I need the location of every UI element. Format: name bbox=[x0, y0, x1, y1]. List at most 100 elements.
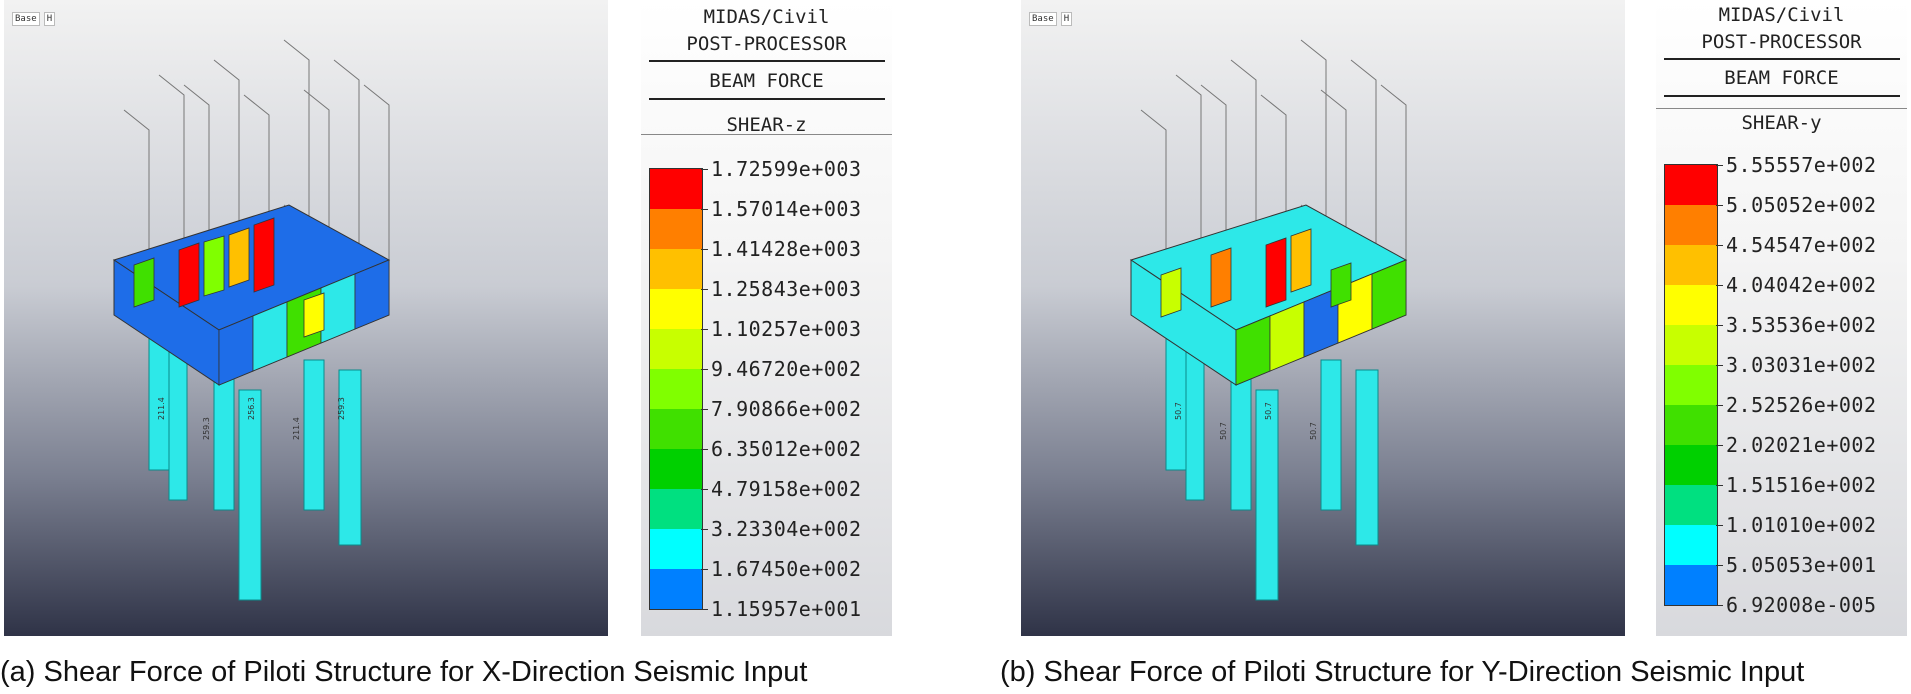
legend-tick bbox=[701, 489, 708, 490]
structure-model-b: 50.7 50.7 50.7 50.7 bbox=[1129, 39, 1408, 601]
member-label: 50.7 bbox=[1309, 422, 1318, 440]
legend-divider bbox=[1664, 58, 1900, 60]
pilot-column bbox=[1165, 329, 1187, 471]
legend-panel-b: MIDAS/Civil POST-PROCESSOR BEAM FORCE SH… bbox=[1656, 0, 1907, 636]
legend-tick bbox=[701, 369, 708, 370]
interior-wall bbox=[1330, 262, 1352, 308]
legend-tick bbox=[1716, 445, 1723, 446]
color-swatch bbox=[1665, 285, 1717, 325]
wall-wireframe bbox=[1350, 59, 1377, 252]
base-view-icon[interactable]: Base bbox=[12, 12, 40, 26]
interior-wall bbox=[203, 235, 225, 297]
legend-tick bbox=[701, 249, 708, 250]
color-swatch bbox=[1665, 445, 1717, 485]
panel-b: Base H 50.7 50.7 50.7 50.7 MIDAS/Civil POST… bbox=[1000, 0, 1911, 694]
hide-view-icon[interactable]: H bbox=[1060, 12, 1073, 26]
legend-level-value: 1.25843e+003 bbox=[711, 277, 862, 301]
legend-component: SHEAR-z bbox=[726, 114, 807, 136]
legend-panel-a: MIDAS/Civil POST-PROCESSOR BEAM FORCE SH… bbox=[641, 0, 892, 636]
color-swatch bbox=[650, 489, 702, 529]
legend-result-type: BEAM FORCE bbox=[1724, 67, 1839, 89]
legend-tick bbox=[1716, 365, 1723, 366]
legend-title-line1: MIDAS/Civil bbox=[703, 6, 830, 28]
model-viewport-a[interactable]: Base H 211.4 259.3 256.3 211.4 259.3 bbox=[4, 0, 608, 636]
view-toolbar-b[interactable]: Base H bbox=[1029, 12, 1073, 26]
color-swatch bbox=[650, 289, 702, 329]
legend-divider bbox=[1656, 108, 1907, 109]
color-swatch bbox=[650, 449, 702, 489]
interior-wall bbox=[1210, 247, 1232, 308]
legend-divider bbox=[1664, 95, 1900, 97]
legend-level-value: 7.90866e+002 bbox=[711, 397, 862, 421]
legend-tick bbox=[701, 209, 708, 210]
legend-title-line2: POST-PROCESSOR bbox=[686, 33, 847, 55]
legend-level-value: 3.23304e+002 bbox=[711, 517, 862, 541]
pilot-column bbox=[168, 349, 188, 501]
legend-level-value: 5.55557e+002 bbox=[1726, 153, 1877, 177]
legend-tick bbox=[701, 529, 708, 530]
pilot-column bbox=[1185, 349, 1205, 501]
legend-divider bbox=[649, 60, 885, 62]
legend-level-value: 1.67450e+002 bbox=[711, 557, 862, 581]
wall-wireframe bbox=[1300, 39, 1327, 227]
color-swatch bbox=[650, 529, 702, 569]
color-swatch bbox=[650, 249, 702, 289]
interior-wall bbox=[228, 227, 250, 288]
legend-tick bbox=[1716, 485, 1723, 486]
color-swatch bbox=[1665, 365, 1717, 405]
interior-wall bbox=[1290, 228, 1312, 293]
legend-tick bbox=[701, 289, 708, 290]
member-label: 50.7 bbox=[1219, 422, 1228, 440]
legend-level-value: 1.57014e+003 bbox=[711, 197, 862, 221]
color-swatch bbox=[650, 409, 702, 449]
base-view-icon[interactable]: Base bbox=[1029, 12, 1057, 26]
interior-wall bbox=[303, 292, 325, 338]
interior-wall bbox=[253, 217, 275, 293]
legend-level-value: 1.41428e+003 bbox=[711, 237, 862, 261]
model-viewport-b[interactable]: Base H 50.7 50.7 50.7 50.7 bbox=[1021, 0, 1625, 636]
pilot-column bbox=[238, 389, 262, 601]
member-label: 259.3 bbox=[337, 397, 346, 420]
panel-a: Base H 211.4 259.3 256.3 211.4 259.3 MIDAS/C… bbox=[0, 0, 900, 694]
legend-tick bbox=[1716, 205, 1723, 206]
legend-tick bbox=[1716, 525, 1723, 526]
member-label: 259.3 bbox=[202, 417, 211, 440]
legend-tick bbox=[701, 169, 708, 170]
legend-level-value: 2.52526e+002 bbox=[1726, 393, 1877, 417]
color-swatch bbox=[1665, 525, 1717, 565]
legend-title-line2: POST-PROCESSOR bbox=[1701, 31, 1862, 53]
legend-level-value: 9.46720e+002 bbox=[711, 357, 862, 381]
legend-tick bbox=[1716, 285, 1723, 286]
legend-divider bbox=[641, 134, 892, 135]
color-swatch bbox=[1665, 405, 1717, 445]
legend-level-value: 6.92008e-005 bbox=[1726, 593, 1877, 617]
legend-level-value: 3.03031e+002 bbox=[1726, 353, 1877, 377]
member-label: 50.7 bbox=[1174, 402, 1183, 420]
legend-level-value: 4.04042e+002 bbox=[1726, 273, 1877, 297]
legend-tick bbox=[1716, 245, 1723, 246]
member-label: 256.3 bbox=[247, 397, 256, 420]
legend-divider bbox=[649, 98, 885, 100]
legend-level-value: 1.51516e+002 bbox=[1726, 473, 1877, 497]
interior-wall bbox=[1160, 267, 1182, 318]
pilot-column bbox=[338, 369, 362, 546]
hide-view-icon[interactable]: H bbox=[43, 12, 56, 26]
color-scale-b bbox=[1664, 164, 1718, 606]
pilot-column bbox=[303, 359, 325, 511]
interior-wall bbox=[133, 257, 155, 308]
legend-level-value: 1.72599e+003 bbox=[711, 157, 862, 181]
color-swatch bbox=[1665, 485, 1717, 525]
legend-tick bbox=[701, 569, 708, 570]
legend-level-value: 6.35012e+002 bbox=[711, 437, 862, 461]
color-swatch bbox=[1665, 245, 1717, 285]
legend-tick bbox=[1716, 405, 1723, 406]
legend-tick bbox=[701, 329, 708, 330]
legend-tick bbox=[1716, 605, 1723, 606]
legend-level-value: 2.02021e+002 bbox=[1726, 433, 1877, 457]
view-toolbar-a[interactable]: Base H bbox=[12, 12, 56, 26]
color-swatch bbox=[1665, 205, 1717, 245]
color-scale-a bbox=[649, 168, 703, 610]
wall-wireframe bbox=[283, 39, 310, 227]
legend-level-value: 5.05052e+002 bbox=[1726, 193, 1877, 217]
color-swatch bbox=[650, 569, 702, 609]
